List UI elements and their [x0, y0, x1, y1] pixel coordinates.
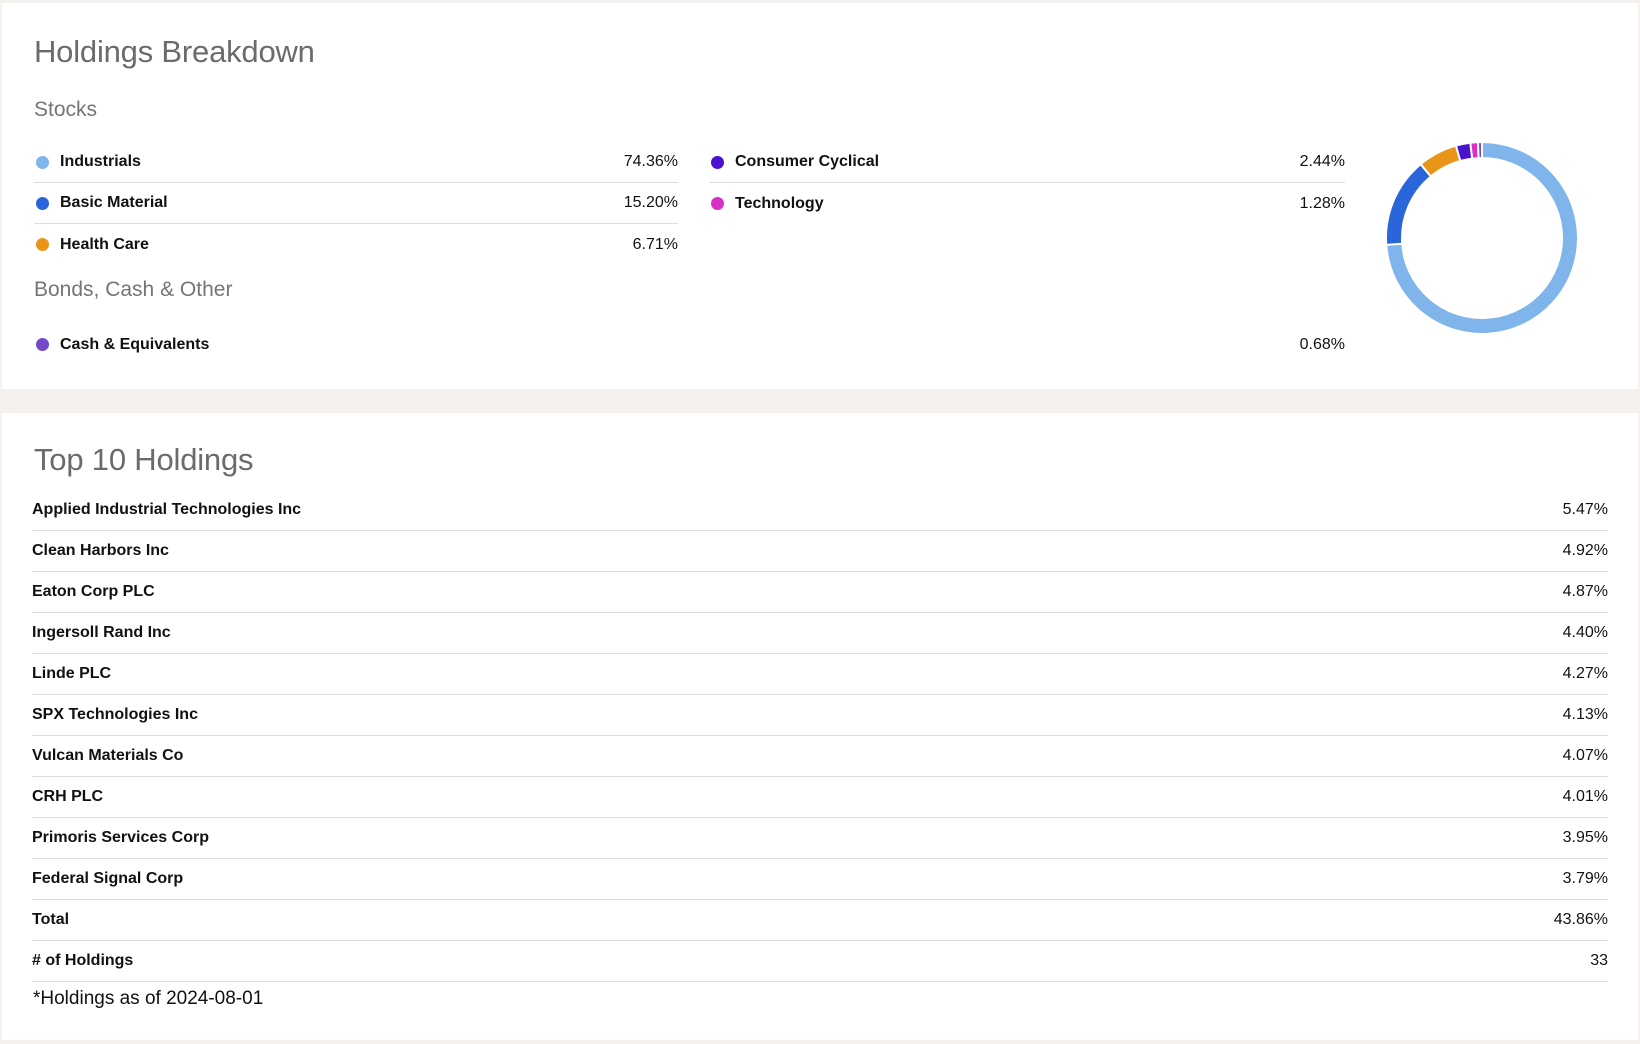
- legend-value: 74.36%: [623, 153, 678, 170]
- holding-weight: 4.27%: [1562, 665, 1608, 682]
- bonds-section-label: Bonds, Cash & Other: [34, 278, 233, 301]
- legend-dot: [36, 155, 49, 169]
- stocks-legend-left: Industrials 74.36% Basic Material 15.20%…: [34, 142, 678, 265]
- legend-dot: [711, 197, 724, 210]
- holding-name: Ingersoll Rand Inc: [32, 624, 171, 641]
- legend-label: Cash & Equivalents: [60, 335, 210, 353]
- donut-slice-industrials: [1385, 140, 1579, 335]
- legend-label: Basic Material: [60, 194, 168, 211]
- legend-value: 6.71%: [632, 235, 678, 253]
- holding-name: # of Holdings: [32, 952, 134, 969]
- legend-item: Health Care 6.71%: [34, 224, 678, 265]
- holding-name: Total: [32, 911, 70, 928]
- holding-weight: 43.86%: [1553, 911, 1608, 928]
- legend-item: Industrials 74.36%: [34, 142, 678, 183]
- holding-weight: 4.01%: [1562, 788, 1608, 805]
- holding-name: Clean Harbors Inc: [32, 542, 169, 559]
- holding-weight: 33: [1590, 952, 1608, 969]
- bonds-legend: Cash & Equivalents 0.68%: [34, 324, 1345, 365]
- holdings-breakdown-card: Holdings Breakdown Stocks Industrials 74…: [2, 3, 1638, 389]
- holding-name: CRH PLC: [32, 788, 104, 805]
- allocation-donut-chart: [1385, 140, 1579, 335]
- legend-label: Industrials: [60, 153, 141, 170]
- donut-slice-basic-material: [1385, 162, 1433, 246]
- holding-weight: 3.95%: [1562, 829, 1608, 846]
- legend-label: Health Care: [60, 235, 149, 253]
- table-row: # of Holdings 33: [32, 941, 1608, 982]
- table-row: Applied Industrial Technologies Inc 5.47%: [32, 490, 1608, 531]
- holding-name: Applied Industrial Technologies Inc: [32, 501, 302, 518]
- table-row: CRH PLC 4.01%: [32, 777, 1608, 818]
- legend-value: 1.28%: [1299, 194, 1345, 212]
- top-holdings-title: Top 10 Holdings: [34, 442, 254, 477]
- holding-name: Federal Signal Corp: [32, 870, 184, 887]
- table-row: Clean Harbors Inc 4.92%: [32, 531, 1608, 572]
- legend-dot: [711, 155, 724, 169]
- stocks-legend-right: Consumer Cyclical 2.44% Technology 1.28%: [709, 142, 1345, 224]
- holding-weight: 4.07%: [1562, 747, 1608, 764]
- legend-item: Basic Material 15.20%: [34, 183, 678, 224]
- top-holdings-card: Top 10 Holdings: [2, 413, 1638, 1040]
- table-row: Linde PLC 4.27%: [32, 654, 1608, 695]
- table-row: Total 43.86%: [32, 900, 1608, 941]
- holding-weight: 3.79%: [1562, 870, 1608, 887]
- table-row: Federal Signal Corp 3.79%: [32, 859, 1608, 900]
- holding-weight: 4.40%: [1562, 624, 1608, 641]
- holding-name: Eaton Corp PLC: [32, 583, 155, 600]
- donut-slice-cash-equivalents: [1476, 140, 1483, 160]
- holding-name: Vulcan Materials Co: [32, 747, 184, 764]
- holding-name: Primoris Services Corp: [32, 829, 209, 846]
- stocks-section-label: Stocks: [34, 98, 98, 121]
- breakdown-title: Holdings Breakdown: [34, 34, 315, 69]
- holding-weight: 4.92%: [1562, 542, 1608, 559]
- legend-item: Consumer Cyclical 2.44%: [709, 142, 1345, 183]
- legend-dot: [36, 338, 49, 351]
- holding-weight: 4.87%: [1562, 583, 1608, 600]
- table-row: Primoris Services Corp 3.95%: [32, 818, 1608, 859]
- legend-dot: [36, 238, 49, 251]
- table-row: Eaton Corp PLC 4.87%: [32, 572, 1608, 613]
- legend-dot: [36, 196, 49, 210]
- legend-item: Technology 1.28%: [709, 183, 1345, 224]
- holding-weight: 5.47%: [1562, 501, 1608, 518]
- donut-slice-health-care: [1419, 144, 1462, 178]
- table-row: Ingersoll Rand Inc 4.40%: [32, 613, 1608, 654]
- legend-value: 0.68%: [1299, 335, 1345, 353]
- legend-label: Technology: [735, 194, 824, 212]
- holding-weight: 4.13%: [1562, 706, 1608, 723]
- holding-name: SPX Technologies Inc: [32, 706, 198, 723]
- table-row: Vulcan Materials Co 4.07%: [32, 736, 1608, 777]
- holding-name: Linde PLC: [32, 665, 112, 682]
- top-holdings-table: Applied Industrial Technologies Inc 5.47%…: [32, 490, 1608, 982]
- legend-value: 15.20%: [623, 194, 678, 211]
- legend-item: Cash & Equivalents 0.68%: [34, 324, 1345, 365]
- table-row: SPX Technologies Inc 4.13%: [32, 695, 1608, 736]
- holdings-footnote: *Holdings as of 2024-08-01: [33, 988, 264, 1009]
- legend-value: 2.44%: [1299, 153, 1345, 170]
- legend-label: Consumer Cyclical: [735, 153, 880, 170]
